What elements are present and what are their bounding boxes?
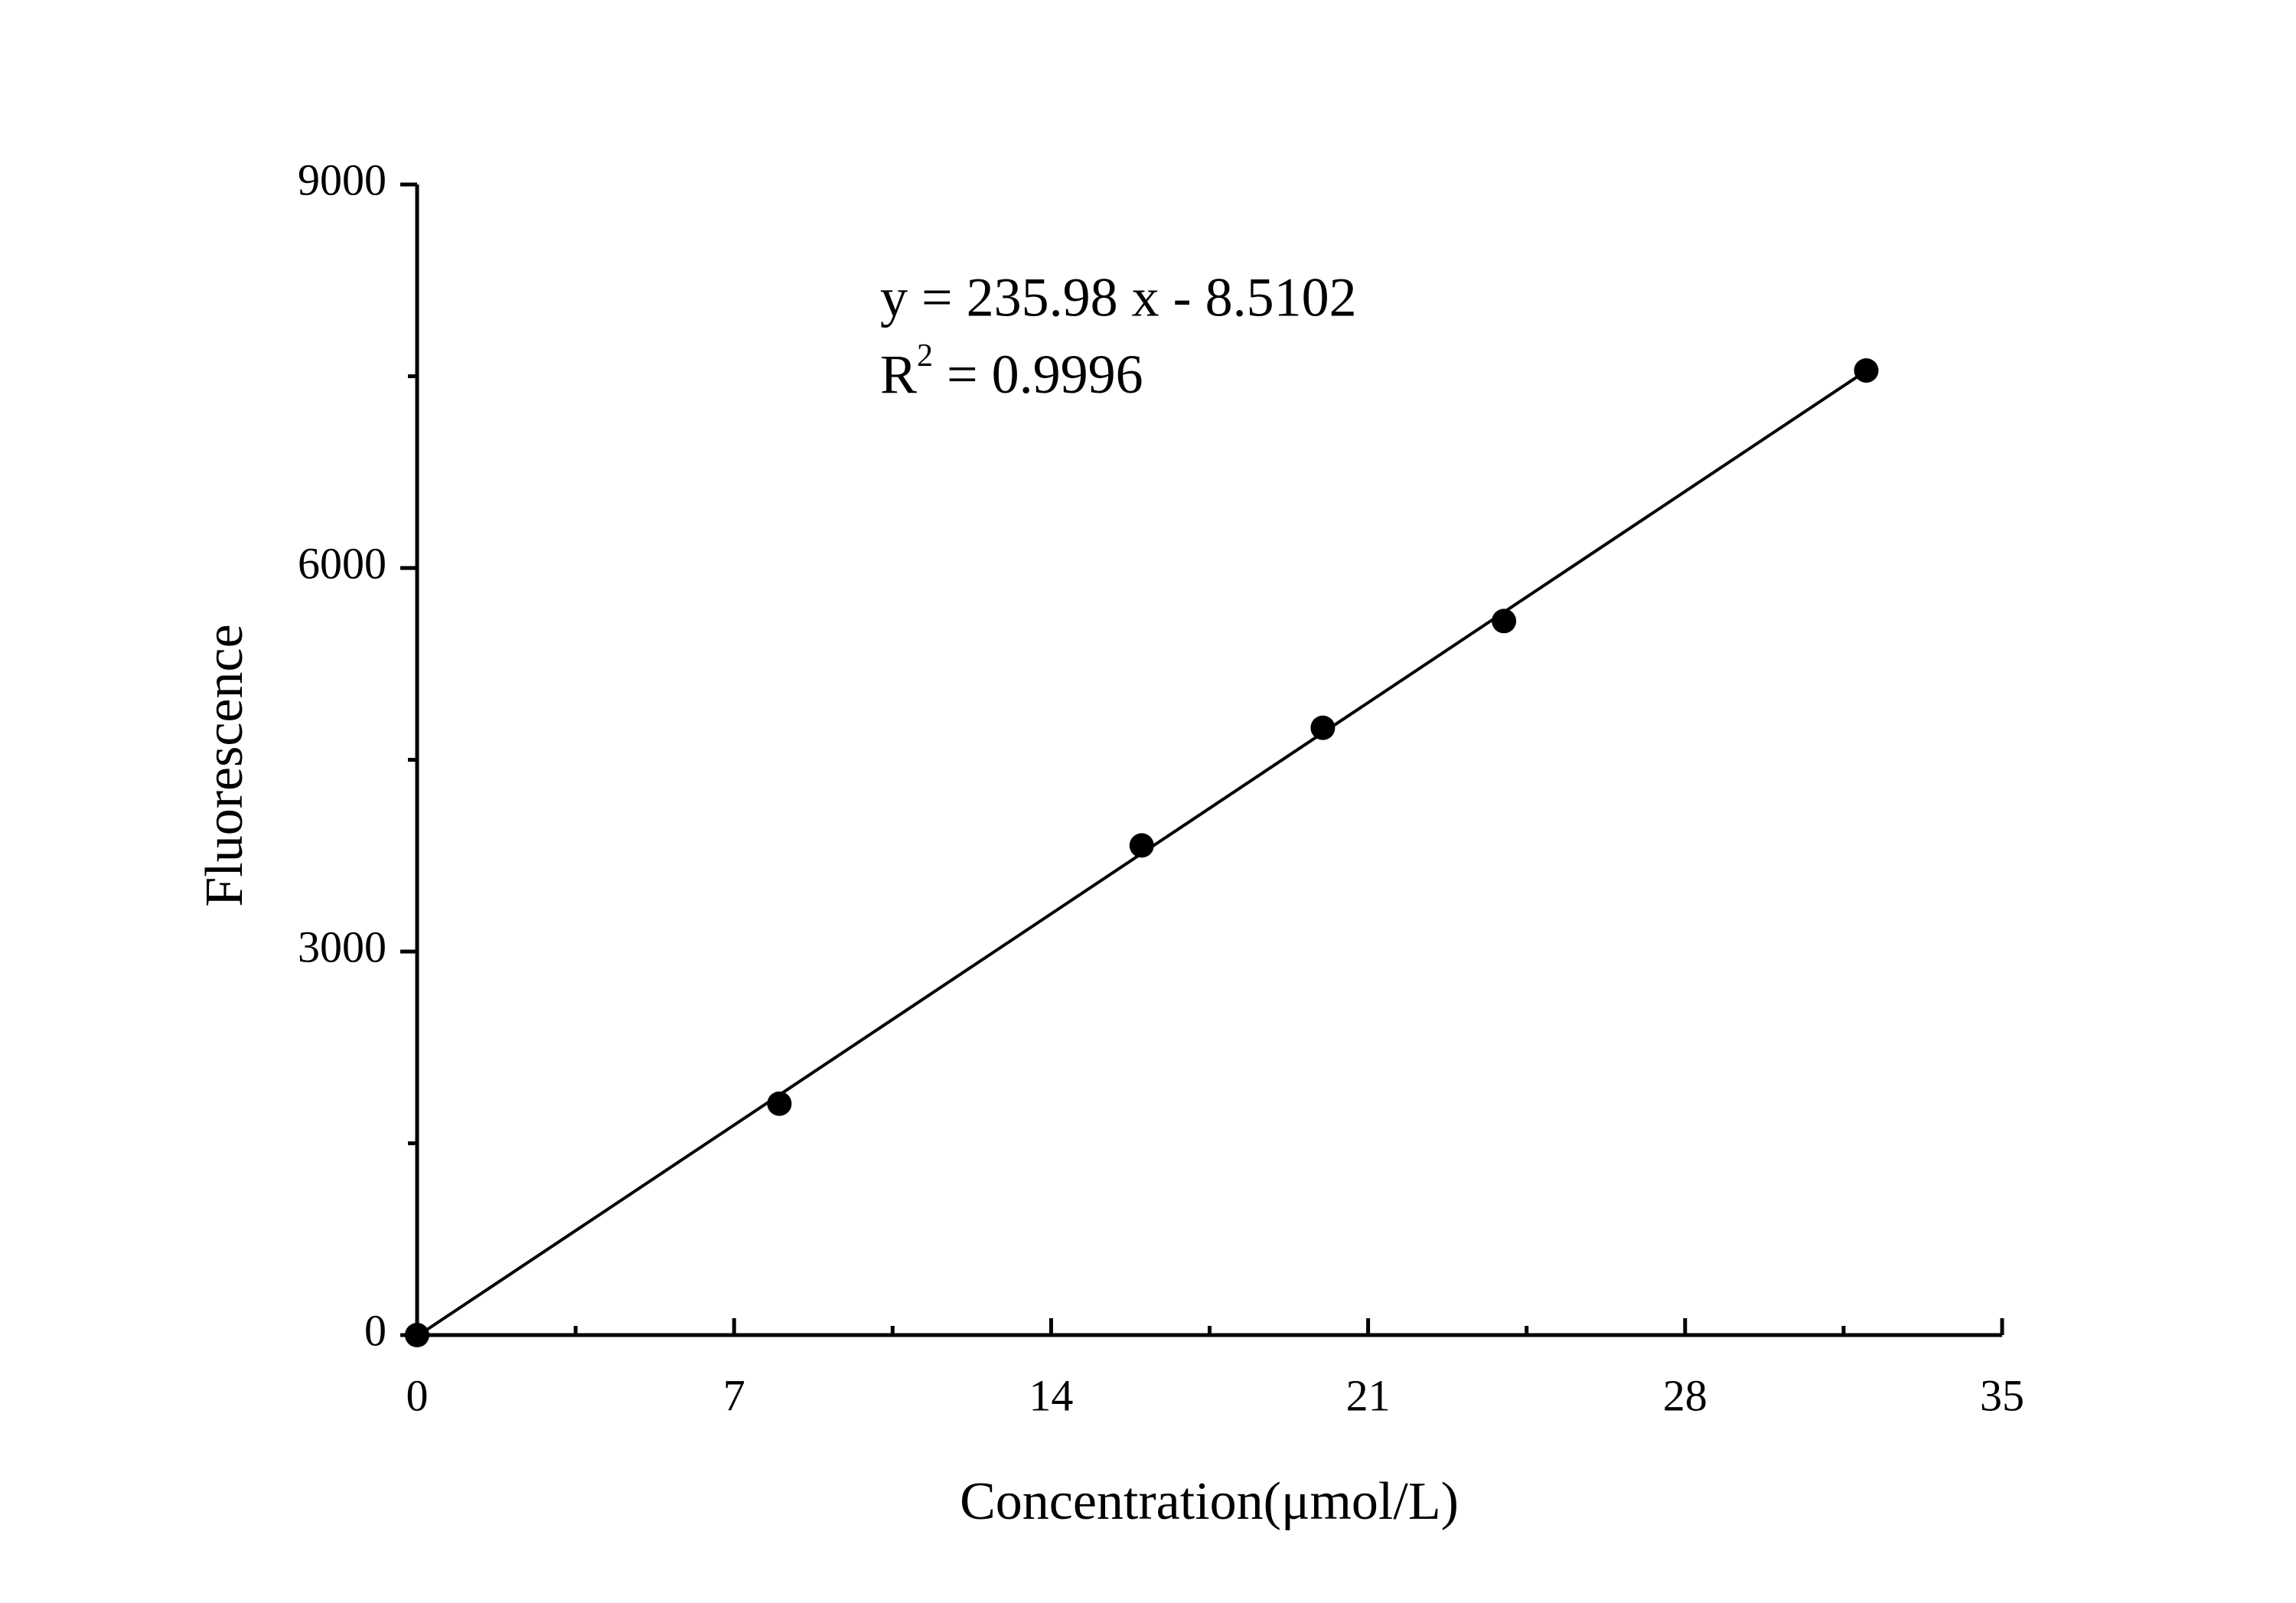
x-tick-label: 14 [1029,1370,1073,1420]
point [1310,715,1336,740]
point [767,1091,792,1116]
y-tick-label: 9000 [298,155,386,204]
y-tick-label: 3000 [298,922,386,971]
x-tick-label: 21 [1346,1370,1391,1420]
point [405,1323,429,1347]
x-tick-label: 0 [406,1370,429,1420]
equation: y = 235.98 x - 8.5102 [880,267,1357,328]
y-tick-label: 0 [364,1305,386,1355]
r-base: R [880,344,917,405]
r-sup: 2 [917,338,933,374]
point [1854,357,1879,383]
x-tick-label: 28 [1663,1370,1707,1420]
r-rest: = 0.9996 [933,344,1143,405]
y-tick-label: 6000 [298,538,386,588]
r-squared: R2 = 0.9996 [880,338,1143,405]
y-axis-label: Fluorescence [195,624,254,906]
x-tick-label: 7 [723,1370,745,1420]
x-axis-label: Concentration(μmol/L) [960,1472,1459,1531]
x-tick-label: 35 [1980,1370,2024,1420]
point [1492,609,1517,634]
point [1129,833,1154,858]
